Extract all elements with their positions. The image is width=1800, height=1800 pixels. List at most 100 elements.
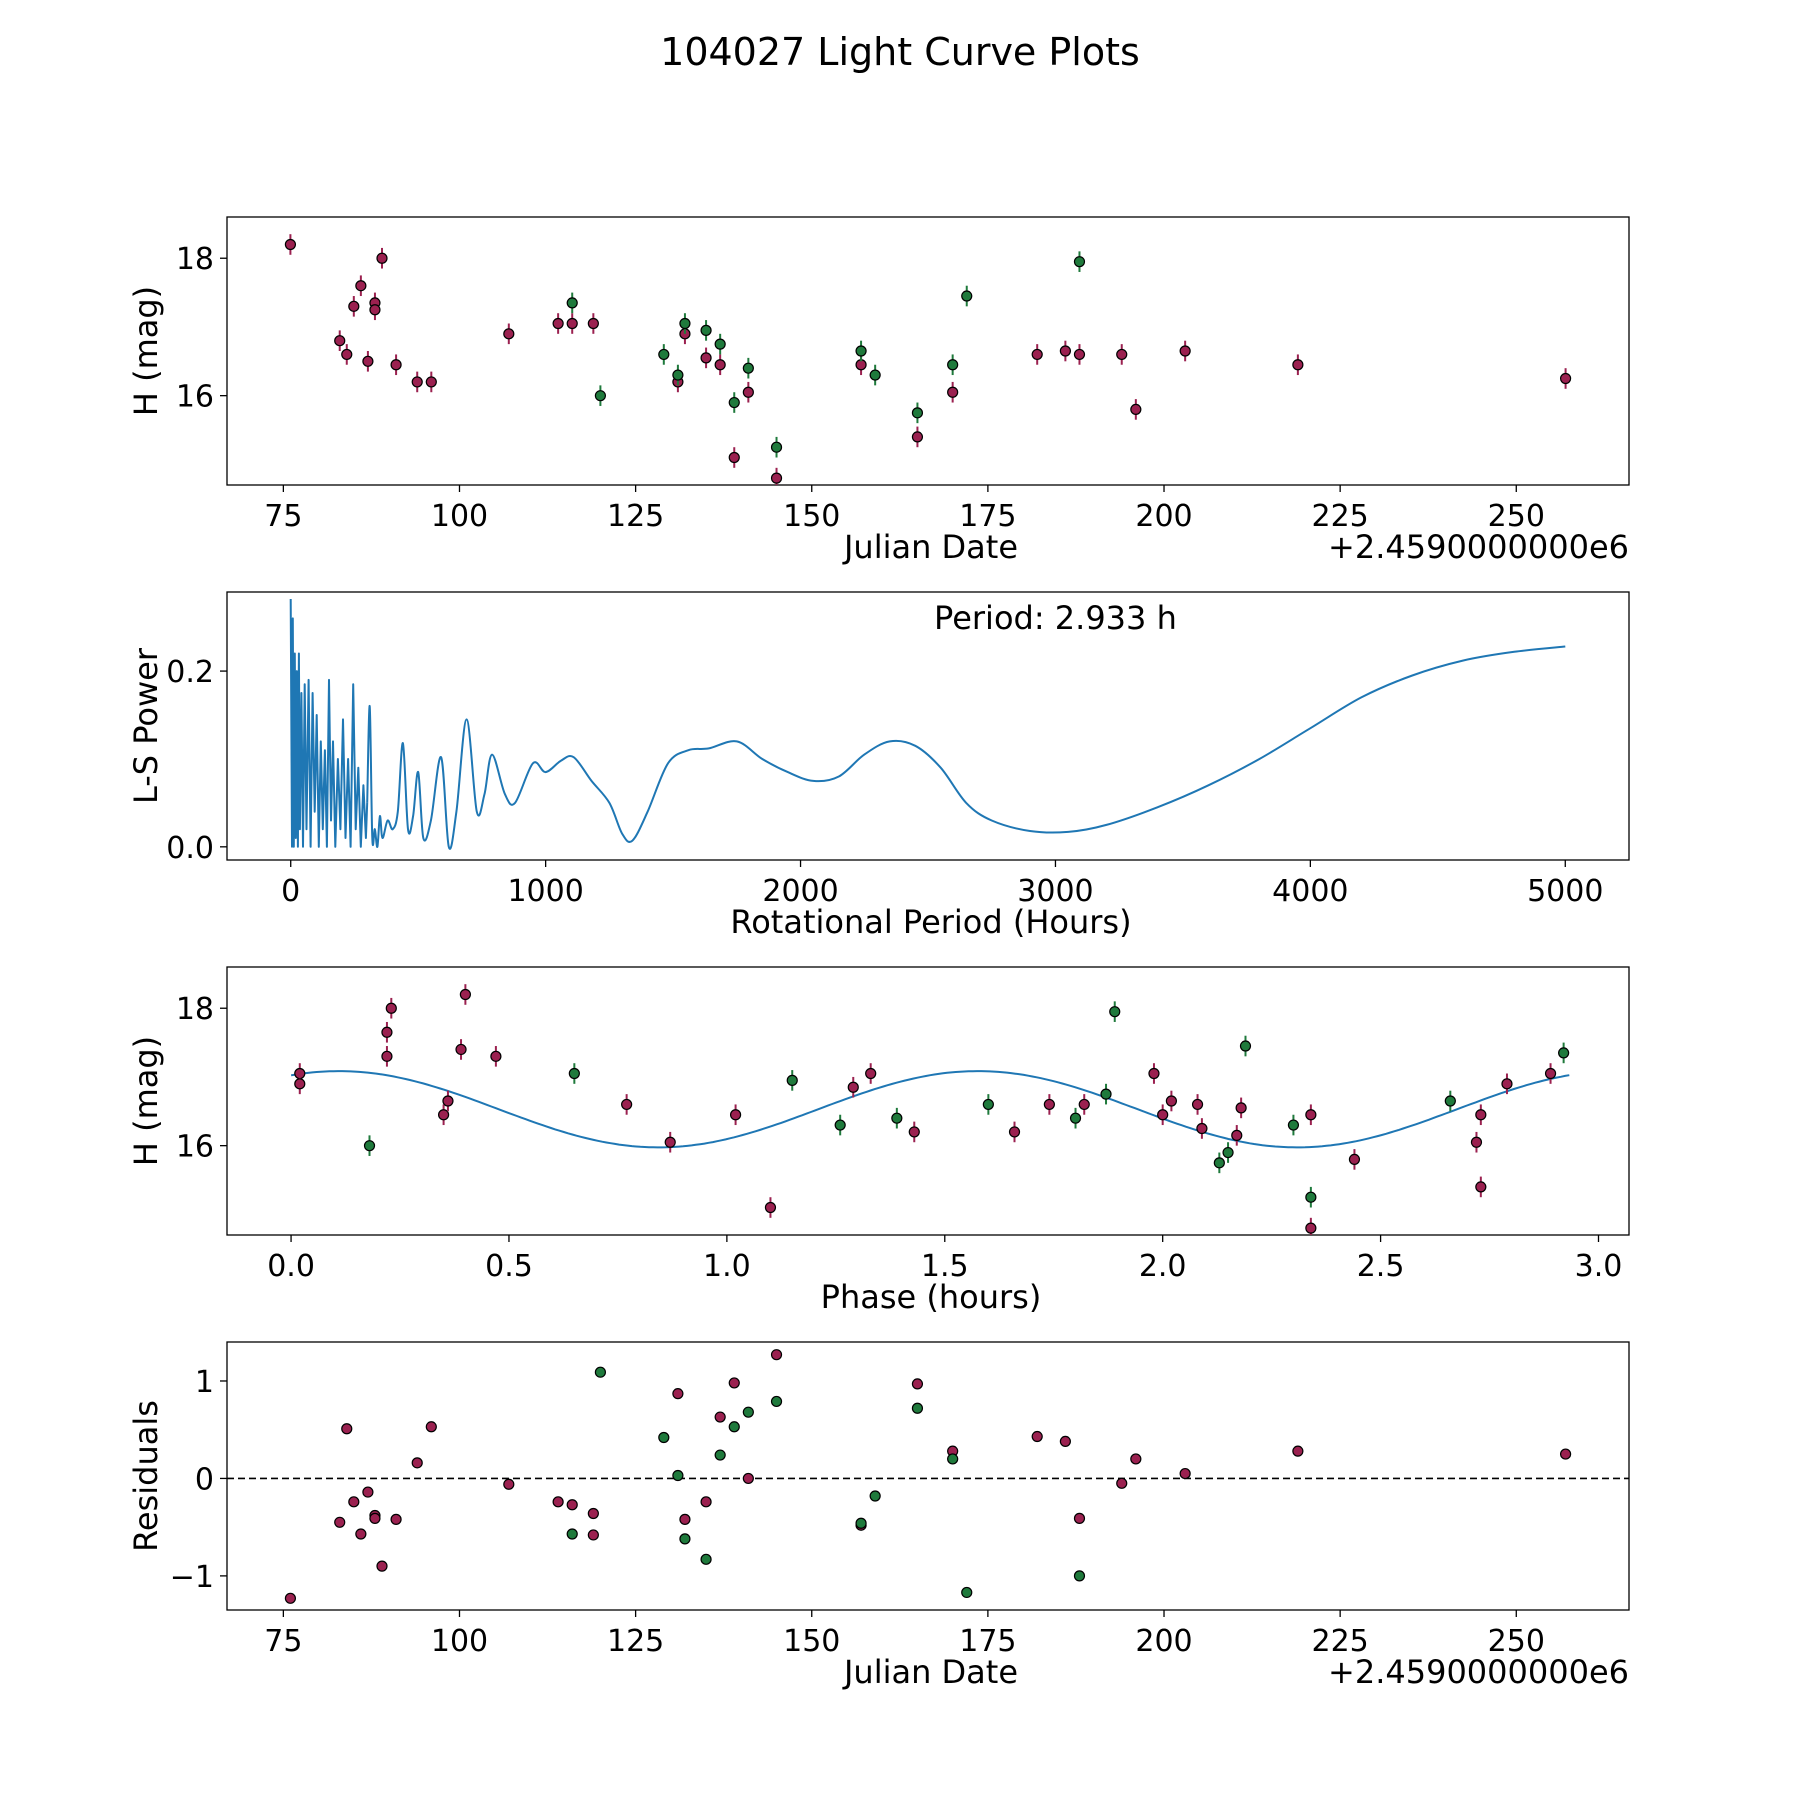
data-point-red xyxy=(679,1513,691,1525)
data-point-red xyxy=(908,1126,920,1138)
data-point-red xyxy=(437,1109,450,1121)
data-point-red xyxy=(566,1499,578,1511)
data-point-red xyxy=(381,1050,393,1062)
y-axis-label: H (mag) xyxy=(127,1036,165,1166)
data-point-green xyxy=(855,345,867,357)
data-point-green xyxy=(728,396,740,409)
x-tick-label: 3000 xyxy=(1017,874,1093,909)
data-point-red xyxy=(1475,1181,1487,1193)
data-point-red xyxy=(1073,348,1086,361)
data-point-green xyxy=(728,1421,740,1433)
data-point-green xyxy=(1222,1146,1234,1159)
data-point-red xyxy=(334,1516,346,1528)
x-axis-label: Rotational Period (Hours) xyxy=(730,903,1131,941)
data-point-red xyxy=(742,1472,754,1485)
data-point-red xyxy=(587,317,599,330)
data-point-red xyxy=(1059,345,1071,357)
plot-area xyxy=(290,984,1570,1235)
data-point-red xyxy=(1179,345,1191,357)
panel-phase: 0.0 0.5 1.0 1.5 2.0 2.5 3.0 16 18 Phase (hours) H … xyxy=(127,966,1630,1316)
data-point-red xyxy=(355,1528,367,1540)
panel-lc: 75 100 125 150 175 200 225 250 16 18 Julian Date H … xyxy=(127,216,1630,566)
x-tick-label: 2.5 xyxy=(1357,1249,1405,1284)
x-tick-label: 1.0 xyxy=(703,1249,751,1284)
data-point-red xyxy=(334,335,346,347)
x-tick-label: 2.0 xyxy=(1139,1249,1187,1284)
data-point-red xyxy=(369,1512,381,1524)
data-point-red xyxy=(566,317,578,330)
data-point-red xyxy=(847,1081,859,1093)
data-point-green xyxy=(679,317,691,330)
data-point-red xyxy=(770,472,783,484)
data-point-red xyxy=(552,317,564,330)
x-tick-label: 0.0 xyxy=(267,1249,315,1284)
x-tick-label: 1000 xyxy=(507,874,583,909)
data-point-red xyxy=(355,280,367,292)
axes-frame xyxy=(226,966,1630,1236)
data-point-red xyxy=(362,1486,374,1498)
data-point-green xyxy=(700,324,712,336)
data-point-green xyxy=(947,359,959,371)
data-point-red xyxy=(1165,1095,1177,1107)
y-tick-label: 16 xyxy=(176,1130,214,1165)
data-point-red xyxy=(1078,1098,1090,1111)
data-point-green xyxy=(786,1074,798,1086)
data-point-red xyxy=(729,1109,742,1121)
data-point-green xyxy=(855,1517,867,1529)
data-point-green xyxy=(672,1469,684,1482)
data-point-red xyxy=(1475,1109,1487,1121)
x-tick-label: 5000 xyxy=(1527,874,1603,909)
data-point-green xyxy=(714,338,726,350)
data-point-red xyxy=(1501,1078,1513,1090)
data-point-green xyxy=(1239,1040,1252,1052)
data-point-red xyxy=(700,1496,712,1508)
ls-spikes xyxy=(289,598,369,848)
x-tick-label: 225 xyxy=(1312,1624,1369,1659)
data-point-red xyxy=(1130,403,1142,416)
x-tick-label: 175 xyxy=(959,499,1016,534)
data-point-red xyxy=(1130,1453,1142,1465)
x-tick-label: 75 xyxy=(264,1624,302,1659)
data-point-green xyxy=(891,1112,903,1124)
data-point-green xyxy=(1073,256,1086,268)
x-tick-label: 0 xyxy=(281,874,300,909)
data-point-red xyxy=(1073,1512,1086,1524)
data-point-green xyxy=(834,1119,846,1131)
data-point-green xyxy=(566,1528,578,1540)
x-axis-label: Julian Date xyxy=(842,1653,1018,1691)
data-point-red xyxy=(911,431,924,443)
data-point-green xyxy=(911,1402,924,1414)
x-axis-label: Julian Date xyxy=(842,528,1018,566)
plot-area xyxy=(289,598,1566,850)
data-point-red xyxy=(294,1078,306,1090)
data-point-green xyxy=(679,1533,691,1545)
data-point-red xyxy=(911,1378,924,1390)
x-tick-label: 100 xyxy=(431,1624,488,1659)
data-point-red xyxy=(411,1457,423,1469)
data-point-green xyxy=(869,1490,881,1502)
data-point-red xyxy=(1059,1435,1071,1448)
y-axis-label: H (mag) xyxy=(127,286,165,416)
x-tick-label: 225 xyxy=(1312,499,1369,534)
data-point-red xyxy=(714,1411,726,1423)
y-axis-label: Residuals xyxy=(127,1400,165,1552)
data-point-green xyxy=(568,1067,580,1080)
x-tick-label: 2000 xyxy=(762,874,838,909)
x-offset-text: +2.4590000000e6 xyxy=(1328,528,1629,566)
y-tick-label: 1 xyxy=(195,1365,214,1400)
data-point-red xyxy=(1235,1102,1247,1114)
data-point-green xyxy=(961,290,973,302)
x-tick-label: 4000 xyxy=(1272,874,1348,909)
data-point-red xyxy=(503,328,515,340)
data-point-red xyxy=(764,1201,777,1214)
data-point-green xyxy=(961,1586,973,1599)
y-axis-label: L-S Power xyxy=(127,647,165,804)
data-point-green xyxy=(1287,1119,1300,1131)
data-point-red xyxy=(1348,1153,1361,1166)
data-point-red xyxy=(742,386,754,398)
data-point-red xyxy=(1116,348,1128,361)
data-point-green xyxy=(869,369,881,381)
data-point-red xyxy=(390,1513,402,1525)
y-tick-label: 18 xyxy=(176,242,214,277)
data-point-green xyxy=(566,297,578,309)
